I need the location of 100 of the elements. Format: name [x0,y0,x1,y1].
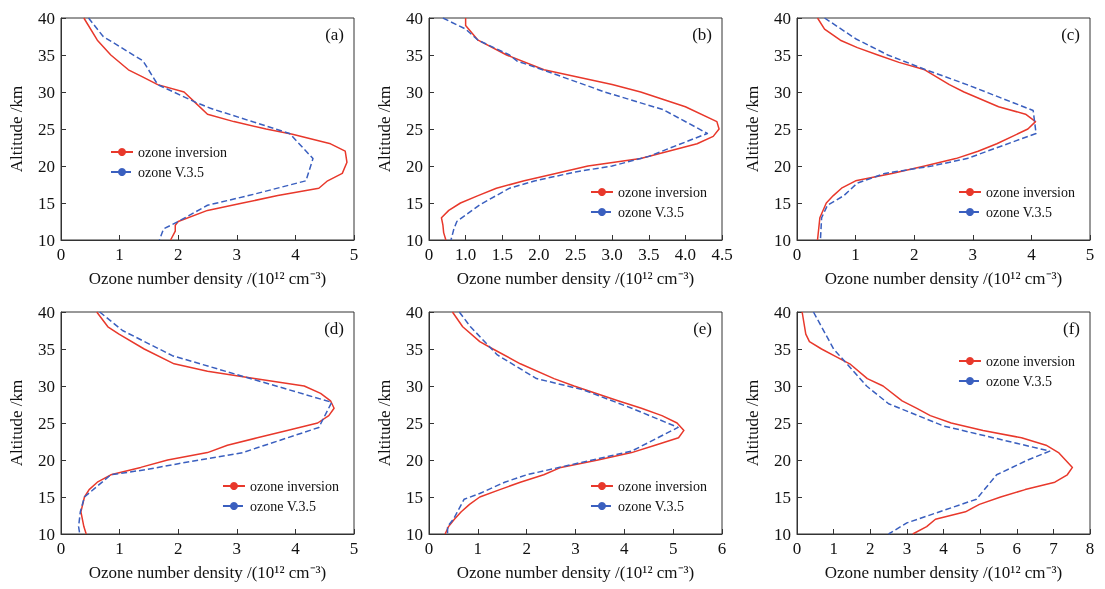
y-tick-label: 10 [38,230,55,250]
y-tick-label: 20 [38,450,55,470]
y-tick-label: 25 [774,413,791,433]
x-axis-title: Ozone number density /(10¹² cm⁻³) [88,269,327,288]
y-tick-label: 25 [406,413,423,433]
x-tick-label: 3 [571,539,580,558]
y-tick-label: 25 [774,119,791,139]
y-axis-title: Altitude /km [375,85,394,173]
y-tick-label: 10 [38,524,55,544]
legend-label: ozone inversion [985,353,1075,369]
annotation: (d) [324,319,345,338]
y-tick-label: 30 [774,376,791,396]
y-axis-title: Altitude /km [375,379,394,467]
y-tick-label: 40 [38,8,55,28]
y-tick-label: 10 [774,230,791,250]
y-tick-label: 30 [38,82,55,102]
legend-label: ozone V.3.5 [985,373,1052,389]
x-tick-label: 2.5 [564,245,587,264]
y-tick-label: 40 [774,302,791,322]
x-tick-label: 0 [424,539,434,558]
x-tick-label: 4 [620,539,630,558]
y-tick-label: 15 [406,487,423,507]
x-tick-label: 0 [56,245,66,264]
y-tick-label: 25 [406,119,423,139]
annotation: (f) [1063,319,1080,338]
y-tick-label: 30 [406,82,423,102]
x-tick-label: 1 [851,245,860,264]
y-axis-title: Altitude /km [7,379,26,467]
annotation: (e) [693,319,713,338]
x-tick-label: 0 [56,539,66,558]
x-tick-label: 5 [349,539,359,558]
y-tick-label: 30 [38,376,55,396]
x-axis-title: Ozone number density /(10¹² cm⁻³) [456,563,695,582]
x-tick-label: 0 [792,245,802,264]
y-tick-label: 30 [406,376,423,396]
x-tick-label: 6 [717,539,727,558]
y-tick-label: 35 [38,339,55,359]
y-tick-label: 20 [38,156,55,176]
annotation: (b) [692,25,713,44]
legend-label: ozone inversion [985,184,1075,200]
x-tick-label: 1 [473,539,483,558]
y-tick-label: 40 [406,8,423,28]
y-tick-label: 30 [774,82,791,102]
annotation: (c) [1061,25,1081,44]
x-tick-label: 4 [939,539,949,558]
x-axis-title: Ozone number density /(10¹² cm⁻³) [88,563,327,582]
legend-label: ozone inversion [138,144,228,160]
x-tick-label: 1.0 [455,245,477,264]
annotation: (a) [325,25,345,44]
legend-label: ozone inversion [249,478,339,494]
y-tick-label: 35 [38,45,55,65]
y-tick-label: 40 [406,302,423,322]
x-tick-label: 0 [792,539,802,558]
x-tick-label: 4.5 [711,245,733,264]
y-axis-title: Altitude /km [743,85,762,173]
y-tick-label: 20 [406,156,423,176]
x-tick-label: 2 [866,539,875,558]
x-tick-label: 1 [115,245,124,264]
y-tick-label: 15 [774,487,791,507]
x-tick-label: 4 [291,245,301,264]
x-tick-label: 2 [522,539,531,558]
x-tick-label: 7 [1049,539,1059,558]
legend-label: ozone inversion [617,184,707,200]
x-tick-label: 1 [115,539,124,558]
y-tick-label: 15 [774,193,791,213]
x-tick-label: 3 [902,539,912,558]
y-tick-label: 10 [406,230,423,250]
y-axis-title: Altitude /km [7,85,26,173]
x-tick-label: 2 [173,539,183,558]
x-tick-label: 1.5 [491,245,513,264]
y-tick-label: 15 [38,193,55,213]
legend-label: ozone inversion [617,478,707,494]
y-tick-label: 15 [406,193,423,213]
x-tick-label: 4.0 [674,245,696,264]
x-tick-label: 3.5 [638,245,660,264]
y-tick-label: 40 [774,8,791,28]
x-tick-label: 5 [668,539,678,558]
y-tick-label: 10 [406,524,423,544]
x-tick-label: 2 [909,245,919,264]
x-tick-label: 3 [232,245,242,264]
x-axis-title: Ozone number density /(10¹² cm⁻³) [824,563,1063,582]
y-tick-label: 25 [38,119,55,139]
x-axis-title: Ozone number density /(10¹² cm⁻³) [456,269,695,288]
x-tick-label: 8 [1085,539,1095,558]
x-tick-label: 1 [829,539,838,558]
legend-label: ozone V.3.5 [138,164,204,180]
y-tick-label: 20 [406,450,423,470]
x-tick-label: 3.0 [601,245,623,264]
y-tick-label: 35 [406,339,423,359]
y-tick-label: 10 [774,524,791,544]
legend-label: ozone V.3.5 [249,498,316,514]
x-tick-label: 5 [1085,245,1095,264]
y-tick-label: 20 [774,450,791,470]
x-tick-label: 5 [349,245,359,264]
y-tick-label: 15 [38,487,55,507]
x-tick-label: 2.0 [528,245,550,264]
x-tick-label: 5 [975,539,985,558]
x-tick-label: 4 [291,539,301,558]
y-tick-label: 40 [38,302,55,322]
y-tick-label: 35 [774,339,791,359]
